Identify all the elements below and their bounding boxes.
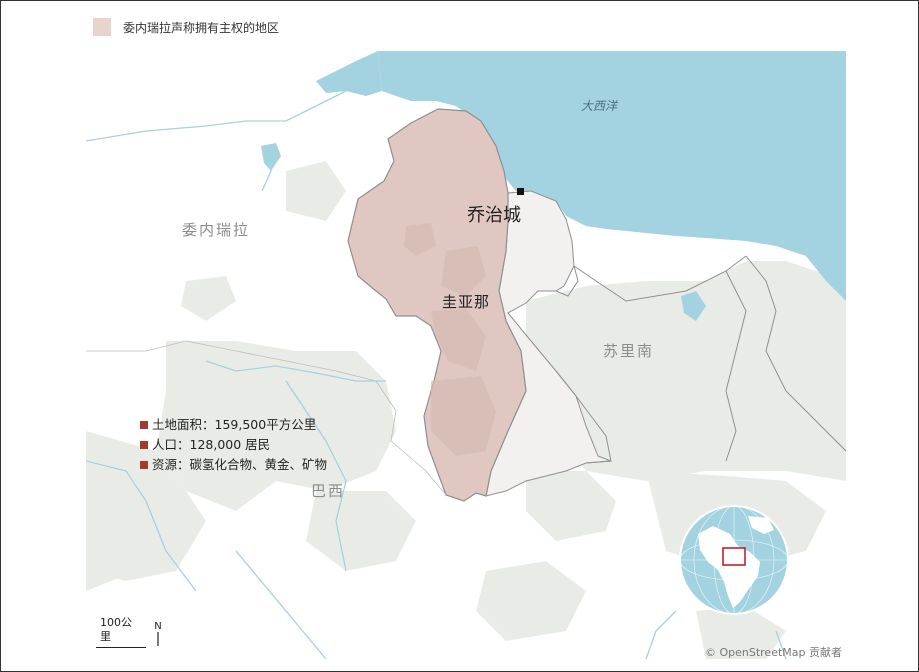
rivers	[86, 90, 787, 659]
capital-marker	[517, 188, 524, 195]
bullet-icon	[140, 461, 148, 469]
north-arrow-icon: N	[151, 621, 165, 651]
globe-locator-icon	[678, 504, 790, 616]
north-label: N	[154, 621, 162, 632]
guyana-label: 圭亚那	[442, 293, 491, 311]
fact-text: 土地面积：159,500平方公里	[152, 417, 317, 432]
brazil-label: 巴西	[311, 482, 346, 500]
atlantic-ocean	[378, 51, 846, 301]
scale-label: 100公里	[100, 616, 132, 643]
fact-text: 资源：碳氢化合物、黄金、矿物	[152, 457, 328, 472]
legend-label: 委内瑞拉声称拥有主权的地区	[123, 20, 280, 35]
suriname-label: 苏里南	[603, 342, 655, 360]
fact-area: 土地面积：159,500平方公里	[140, 415, 327, 435]
fact-resources: 资源：碳氢化合物、黄金、矿物	[140, 455, 327, 475]
ocean-label: 大西洋	[581, 99, 618, 113]
claimed-shading	[404, 223, 496, 456]
facts-list: 土地面积：159,500平方公里 人口：128,000 居民 资源：碳氢化合物、…	[140, 415, 327, 475]
bullet-icon	[140, 441, 148, 449]
bullet-icon	[140, 421, 148, 429]
venezuela-label: 委内瑞拉	[182, 221, 251, 239]
capital-label: 乔治城	[467, 205, 521, 226]
scale-line	[96, 647, 146, 648]
legend-swatch	[93, 18, 111, 36]
map-credit: © OpenStreetMap 贡献者	[704, 646, 842, 659]
scale-bar: 100公里	[96, 613, 166, 653]
fact-population: 人口：128,000 居民	[140, 435, 327, 455]
fact-text: 人口：128,000 居民	[152, 437, 271, 452]
legend: 委内瑞拉声称拥有主权的地区	[93, 17, 279, 37]
suriname-border	[555, 255, 747, 464]
